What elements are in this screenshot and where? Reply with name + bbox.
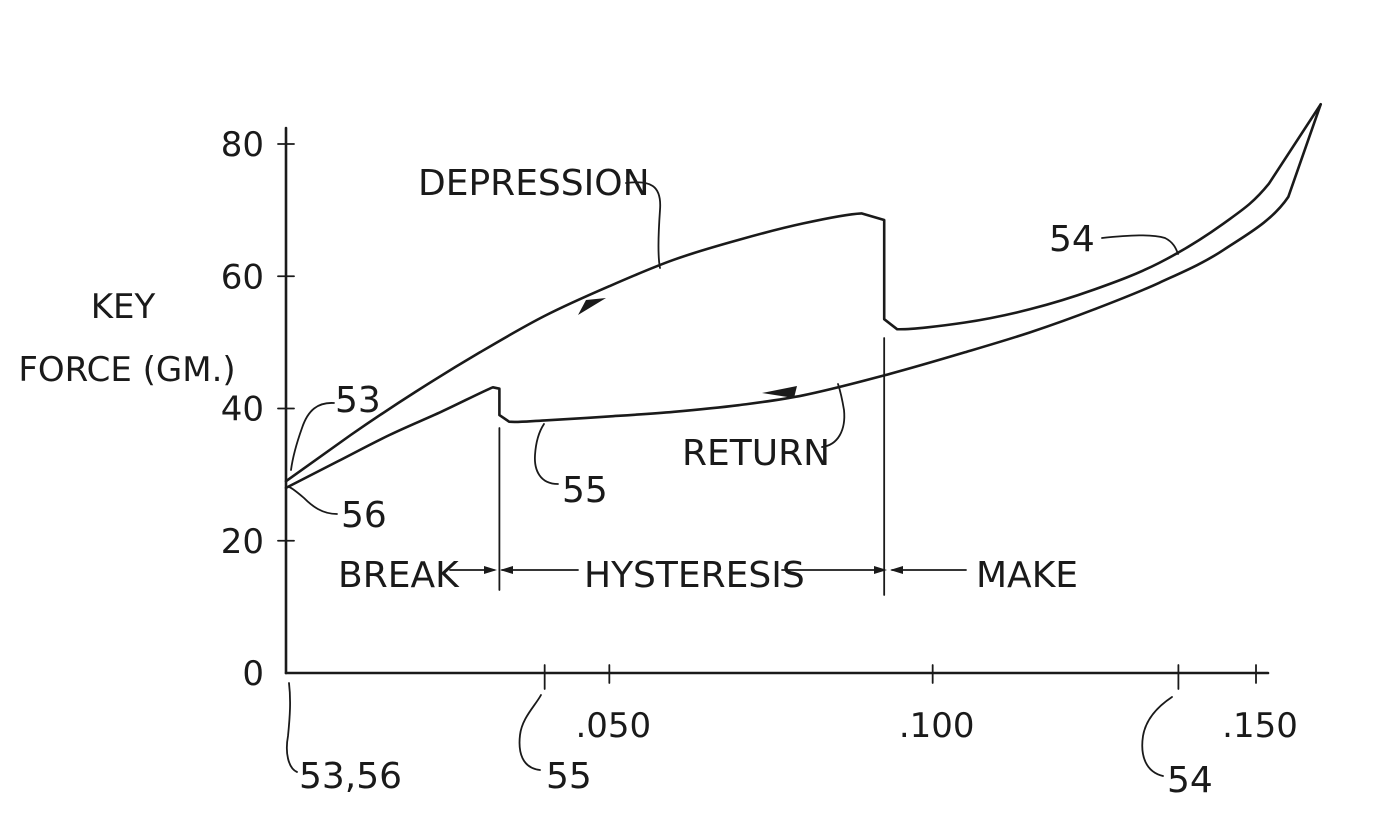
break-label: BREAK [338, 555, 460, 596]
x-ref-54: 54 [1167, 760, 1213, 801]
return-label: RETURN [682, 433, 830, 474]
depression-curve [284, 103, 1322, 483]
x-ref-53-56: 53,56 [299, 756, 402, 797]
y-tick-label: 60 [221, 257, 264, 297]
depression-leader [625, 181, 661, 269]
ref-56: 56 [341, 495, 387, 536]
hysteresis-label: HYSTERESIS [584, 555, 805, 596]
ref-56-leader [288, 486, 338, 515]
y-tick-label: 20 [221, 522, 264, 562]
make-label: MAKE [976, 555, 1078, 596]
x-ref-54-leader [1141, 696, 1173, 777]
y-axis-title-line2: FORCE (GM.) [18, 350, 235, 390]
x-ticks: .050 .100 .150 [543, 664, 1298, 746]
ref-53: 53 [335, 380, 381, 421]
return-arrowhead [762, 386, 797, 398]
ref-53-leader [290, 402, 335, 471]
ref-55: 55 [562, 470, 608, 511]
x-tick-label: .150 [1222, 706, 1298, 746]
x-ref-55-leader [518, 694, 542, 771]
x-tick-label: .100 [899, 706, 975, 746]
y-tick-label: 0 [242, 654, 264, 694]
depression-label: DEPRESSION [418, 163, 650, 204]
return-leader [821, 383, 846, 448]
y-ticks: 0 20 40 60 80 [221, 125, 295, 694]
y-tick-label: 40 [221, 390, 264, 430]
y-axis-title-line1: KEY [91, 287, 156, 327]
x-tick-label: .050 [575, 706, 651, 746]
depression-arrowhead [578, 298, 606, 315]
x-ref-53-56-leader [285, 682, 298, 773]
dimension-arrows [449, 566, 967, 574]
ref-55-leader [534, 423, 559, 485]
ref-54-leader [1101, 234, 1179, 255]
ref-54: 54 [1049, 219, 1095, 260]
x-ref-55: 55 [546, 756, 592, 797]
return-curve [284, 103, 1322, 490]
y-tick-label: 80 [221, 125, 264, 165]
